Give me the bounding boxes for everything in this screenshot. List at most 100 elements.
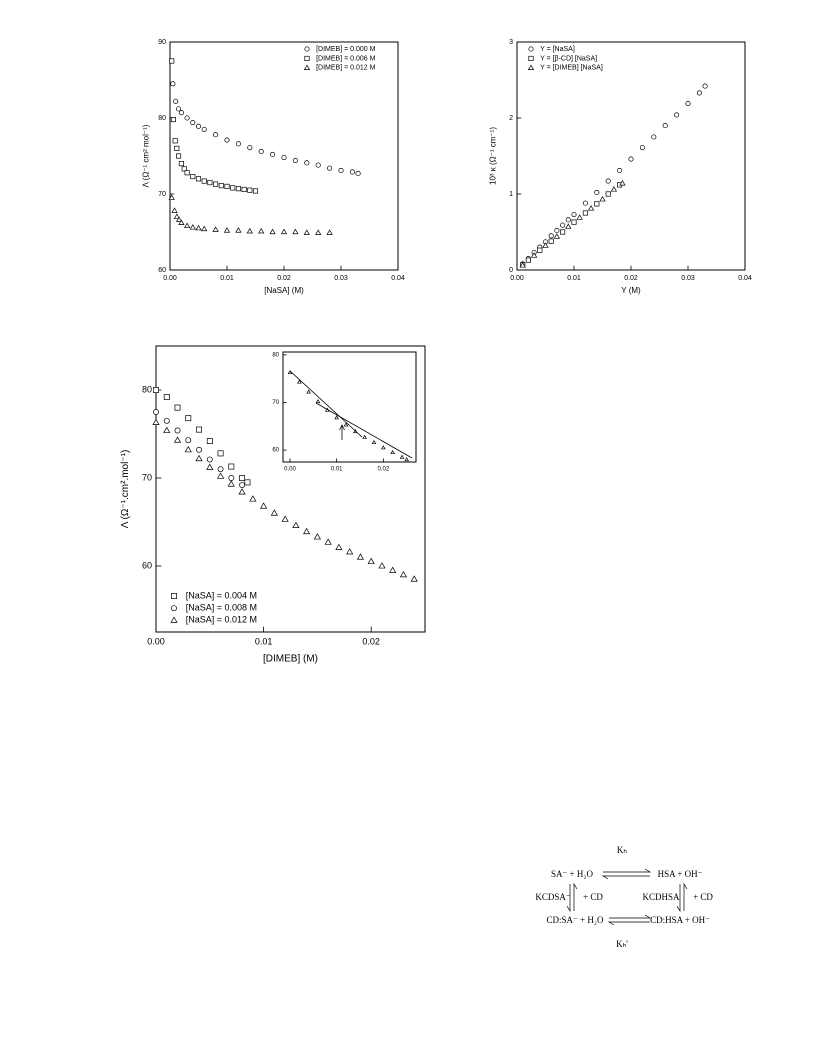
triangle-marker — [246, 227, 253, 234]
fit-line — [289, 370, 363, 438]
square-marker — [247, 187, 253, 193]
triangle-marker — [381, 445, 386, 450]
triangle-marker — [184, 446, 192, 453]
square-marker — [172, 138, 178, 144]
triangle-marker — [303, 527, 311, 535]
circle-marker — [651, 134, 657, 140]
circle-marker — [190, 120, 196, 126]
triangle-marker — [183, 222, 191, 229]
triangle-marker — [281, 515, 289, 522]
triangle-marker — [292, 228, 299, 235]
circle-marker — [355, 170, 361, 177]
circle-marker — [327, 165, 333, 171]
circle-marker — [224, 137, 230, 143]
x-tick-label: 0.02 — [277, 275, 291, 282]
y-tick-label: 80 — [142, 384, 152, 394]
arrow — [609, 914, 652, 919]
circle-marker — [176, 106, 182, 112]
circle-marker — [163, 417, 170, 424]
circle-marker — [628, 156, 634, 162]
square-marker — [169, 58, 175, 64]
triangle-marker — [152, 418, 160, 425]
x-tick-label: 0.03 — [334, 275, 348, 282]
circle-marker — [270, 151, 276, 158]
square-marker — [582, 210, 588, 216]
legend-marker — [170, 616, 178, 623]
x-tick-label: 0.02 — [377, 467, 389, 473]
triangle-marker — [519, 262, 526, 268]
scheme-k: Kₕ — [617, 845, 627, 855]
triangle-marker — [269, 228, 276, 235]
legend-label: Y = [β-CD] [NaSA] — [540, 55, 597, 62]
circle-marker — [173, 98, 179, 104]
square-marker — [548, 238, 554, 244]
circle-marker — [685, 101, 691, 107]
triangle-marker — [356, 553, 365, 560]
triangle-marker — [390, 449, 395, 455]
scheme-species: CD:SA⁻ + H₂O — [547, 915, 604, 925]
triangle-marker — [249, 495, 257, 502]
arrow-head — [339, 424, 345, 431]
x-tick-label: 0.04 — [738, 275, 752, 282]
square-marker — [185, 415, 192, 422]
scheme-label: + CD — [583, 892, 603, 902]
x-axis-label: [NaSA] (M) — [264, 286, 304, 295]
y-tick-label: 0 — [509, 267, 513, 274]
x-tick-label: 0.01 — [220, 275, 234, 282]
circle-marker — [201, 126, 207, 132]
triangle-marker — [171, 207, 178, 213]
legend-marker — [171, 593, 177, 599]
scheme-species: HSA + OH⁻ — [658, 869, 703, 879]
circle-marker — [170, 81, 176, 87]
triangle-marker — [235, 227, 242, 233]
triangle-marker — [303, 229, 310, 235]
triangle-marker — [619, 180, 626, 186]
x-tick-label: 0.01 — [567, 275, 581, 282]
x-tick-label: 0.02 — [624, 275, 638, 282]
triangle-marker — [163, 426, 171, 433]
square-marker — [228, 463, 235, 470]
scheme-k: Kₕ' — [616, 939, 628, 949]
y-tick-label: 70 — [272, 400, 279, 406]
x-axis-label: Y (M) — [621, 286, 641, 295]
triangle-marker — [206, 463, 214, 470]
circle-marker — [639, 145, 645, 151]
circle-marker — [213, 132, 219, 138]
circle-marker — [153, 409, 159, 415]
circle-marker — [560, 222, 566, 228]
circle-marker — [662, 123, 668, 129]
y-tick-label: 80 — [272, 352, 279, 358]
legend-marker — [527, 64, 535, 71]
y-tick-label: 80 — [158, 115, 166, 122]
legend-marker — [528, 55, 534, 62]
square-marker — [163, 394, 170, 400]
circle-marker — [174, 427, 181, 434]
square-marker — [206, 438, 213, 444]
triangle-marker — [565, 223, 572, 229]
y-axis-label: Λ (Ω⁻¹.cm².mol⁻¹) — [120, 450, 131, 529]
triangle-marker — [362, 434, 367, 439]
x-tick-label: 0.01 — [331, 467, 343, 473]
circle-marker — [349, 169, 355, 175]
y-tick-label: 1 — [509, 191, 513, 198]
circle-marker — [195, 123, 202, 129]
square-marker — [594, 201, 600, 207]
scheme-k: KCDHSA — [642, 892, 680, 902]
triangle-marker — [343, 422, 349, 427]
square-marker — [560, 229, 566, 235]
square-marker — [195, 176, 202, 182]
square-marker — [537, 247, 543, 253]
square-marker — [224, 183, 230, 189]
circle-marker — [548, 233, 554, 239]
circle-marker — [617, 167, 623, 173]
square-marker — [184, 170, 190, 176]
triangle-marker — [212, 226, 219, 232]
legend-marker — [304, 46, 310, 52]
triangle-marker — [587, 205, 595, 211]
square-marker — [174, 404, 181, 411]
triangle-marker — [270, 509, 278, 516]
square-marker — [252, 188, 259, 194]
triangle-marker — [216, 472, 225, 479]
circle-marker — [235, 141, 241, 147]
arrow — [676, 884, 681, 913]
